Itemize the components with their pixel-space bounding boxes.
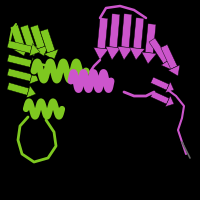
Polygon shape xyxy=(44,49,58,60)
Polygon shape xyxy=(26,86,36,98)
Polygon shape xyxy=(34,45,48,56)
Polygon shape xyxy=(29,72,40,84)
Polygon shape xyxy=(145,24,156,53)
Polygon shape xyxy=(94,48,109,60)
Polygon shape xyxy=(20,25,35,49)
Polygon shape xyxy=(10,25,25,49)
Polygon shape xyxy=(40,29,55,53)
Polygon shape xyxy=(165,96,174,107)
Polygon shape xyxy=(168,65,180,76)
Polygon shape xyxy=(7,41,32,53)
Polygon shape xyxy=(118,46,133,60)
Polygon shape xyxy=(97,18,108,49)
Polygon shape xyxy=(7,83,29,95)
Polygon shape xyxy=(106,46,121,60)
Polygon shape xyxy=(151,77,169,90)
Polygon shape xyxy=(165,82,174,93)
Polygon shape xyxy=(161,44,177,69)
Polygon shape xyxy=(7,69,32,81)
Polygon shape xyxy=(29,44,40,56)
Polygon shape xyxy=(151,91,169,104)
Polygon shape xyxy=(149,38,169,64)
Polygon shape xyxy=(109,14,120,47)
Polygon shape xyxy=(24,45,38,56)
Polygon shape xyxy=(161,58,172,70)
Polygon shape xyxy=(29,58,40,70)
Polygon shape xyxy=(30,25,45,49)
Polygon shape xyxy=(130,48,145,60)
Polygon shape xyxy=(133,18,144,49)
Polygon shape xyxy=(121,14,132,47)
Polygon shape xyxy=(7,55,32,67)
Polygon shape xyxy=(142,52,157,64)
Polygon shape xyxy=(14,45,28,56)
